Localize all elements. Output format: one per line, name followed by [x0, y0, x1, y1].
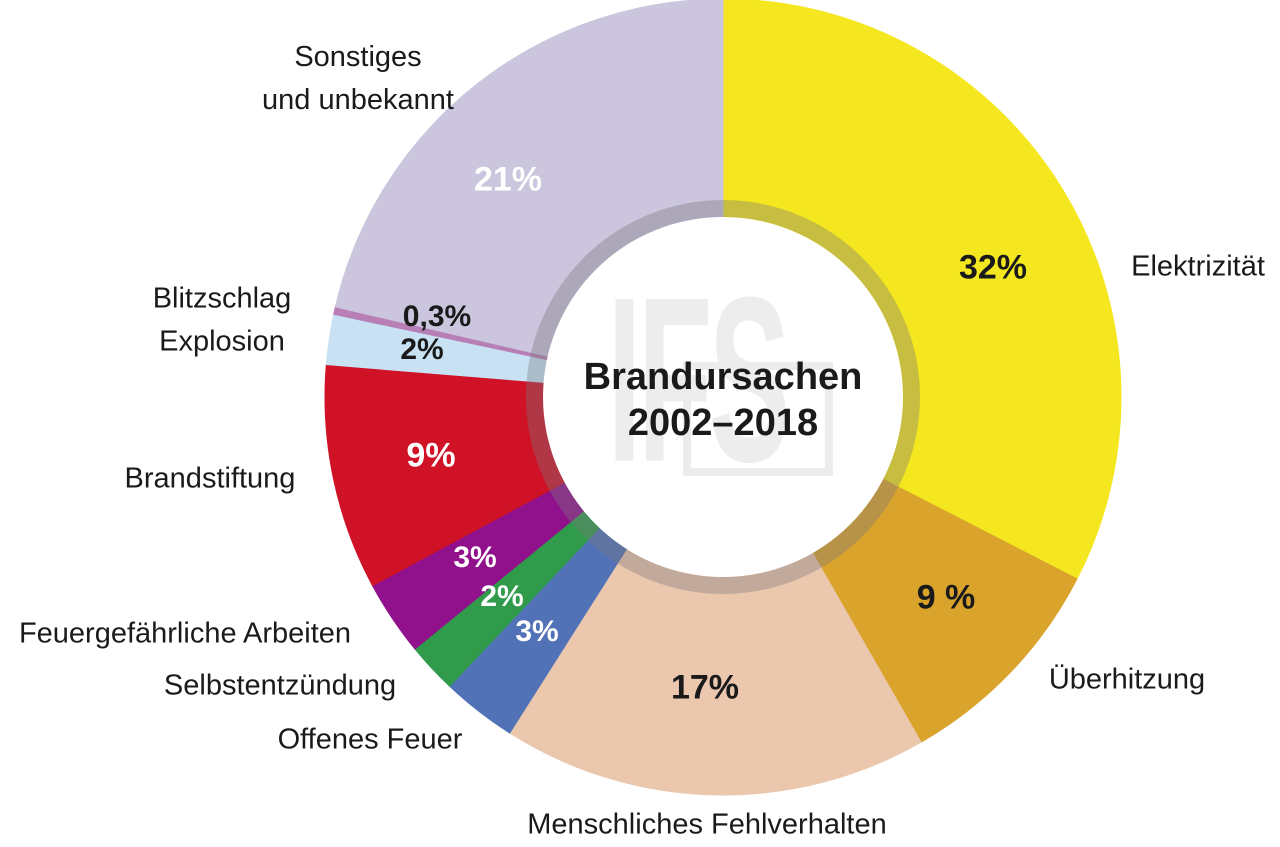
category-label-selbstentzuendung: Selbstentzündung — [163, 669, 397, 702]
value-label-ueberhitzung: 9 % — [916, 578, 976, 617]
value-label-menschliches-fehlverhalten: 17% — [670, 668, 740, 707]
value-label-selbstentzuendung: 2% — [480, 580, 524, 613]
value-label-blitzschlag: 0,3% — [402, 300, 472, 333]
value-label-sonstiges-und-unbekannt: 21% — [473, 160, 543, 199]
category-label-ueberhitzung: Überhitzung — [1048, 663, 1206, 696]
category-label-elektrizitaet: Elektrizität — [1131, 250, 1265, 283]
chart-title-line1: Brandursachen — [583, 356, 863, 398]
donut-hole — [543, 217, 903, 577]
value-label-offenes-feuer: 3% — [515, 615, 559, 648]
category-label-sonstiges-und-unbekannt: Sonstiges und unbekannt — [262, 41, 454, 116]
chart-title: Brandursachen 2002–2018 — [584, 354, 863, 446]
value-label-elektrizitaet: 32% — [958, 248, 1028, 287]
segment-menschliches-fehlverhalten — [508, 396, 922, 796]
category-label-offenes-feuer: Offenes Feuer — [277, 723, 463, 756]
ifs-watermark-frame — [683, 362, 833, 476]
category-label-blitzschlag: Blitzschlag — [152, 282, 292, 315]
category-label-menschliches-fehlverhalten: Menschliches Fehlverhalten — [527, 808, 887, 841]
chart-title-line2: 2002–2018 — [627, 402, 819, 444]
value-label-brandstiftung: 9% — [406, 436, 456, 475]
category-label-brandstiftung: Brandstiftung — [124, 462, 296, 495]
category-label-explosion: Explosion — [159, 325, 285, 358]
ifs-watermark: IFS — [607, 247, 790, 511]
category-label-feuergefaehrliche-arbeiten: Feuergefährliche Arbeiten — [18, 617, 352, 650]
value-label-feuergefaehrliche-arbeiten: 3% — [453, 541, 497, 574]
value-label-explosion: 2% — [400, 333, 444, 366]
inner-ring — [526, 200, 920, 594]
